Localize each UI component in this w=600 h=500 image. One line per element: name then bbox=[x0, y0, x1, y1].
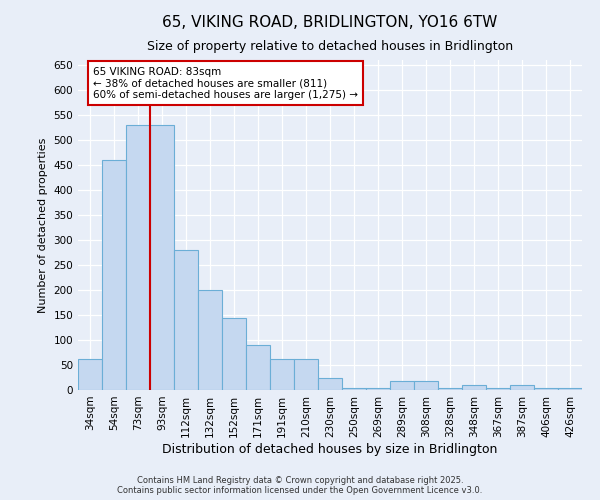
Bar bbox=[534, 388, 558, 390]
Bar bbox=[270, 358, 294, 390]
X-axis label: Distribution of detached houses by size in Bridlington: Distribution of detached houses by size … bbox=[163, 442, 497, 456]
Bar bbox=[174, 250, 198, 390]
Bar bbox=[414, 381, 438, 390]
Bar bbox=[198, 290, 222, 390]
Bar bbox=[390, 381, 414, 390]
Bar bbox=[222, 318, 246, 390]
Bar bbox=[366, 388, 390, 390]
Text: Contains HM Land Registry data © Crown copyright and database right 2025.
Contai: Contains HM Land Registry data © Crown c… bbox=[118, 476, 482, 495]
Bar bbox=[102, 160, 126, 390]
Bar bbox=[294, 358, 318, 390]
Bar bbox=[150, 125, 174, 390]
Bar bbox=[438, 388, 462, 390]
Text: Size of property relative to detached houses in Bridlington: Size of property relative to detached ho… bbox=[147, 40, 513, 53]
Bar bbox=[510, 385, 534, 390]
Bar bbox=[558, 388, 582, 390]
Text: 65, VIKING ROAD, BRIDLINGTON, YO16 6TW: 65, VIKING ROAD, BRIDLINGTON, YO16 6TW bbox=[163, 15, 497, 30]
Y-axis label: Number of detached properties: Number of detached properties bbox=[38, 138, 48, 312]
Bar bbox=[462, 385, 486, 390]
Bar bbox=[246, 345, 270, 390]
Bar bbox=[342, 388, 366, 390]
Bar bbox=[318, 378, 342, 390]
Bar bbox=[126, 125, 150, 390]
Bar bbox=[78, 358, 102, 390]
Text: 65 VIKING ROAD: 83sqm
← 38% of detached houses are smaller (811)
60% of semi-det: 65 VIKING ROAD: 83sqm ← 38% of detached … bbox=[93, 66, 358, 100]
Bar bbox=[486, 388, 510, 390]
